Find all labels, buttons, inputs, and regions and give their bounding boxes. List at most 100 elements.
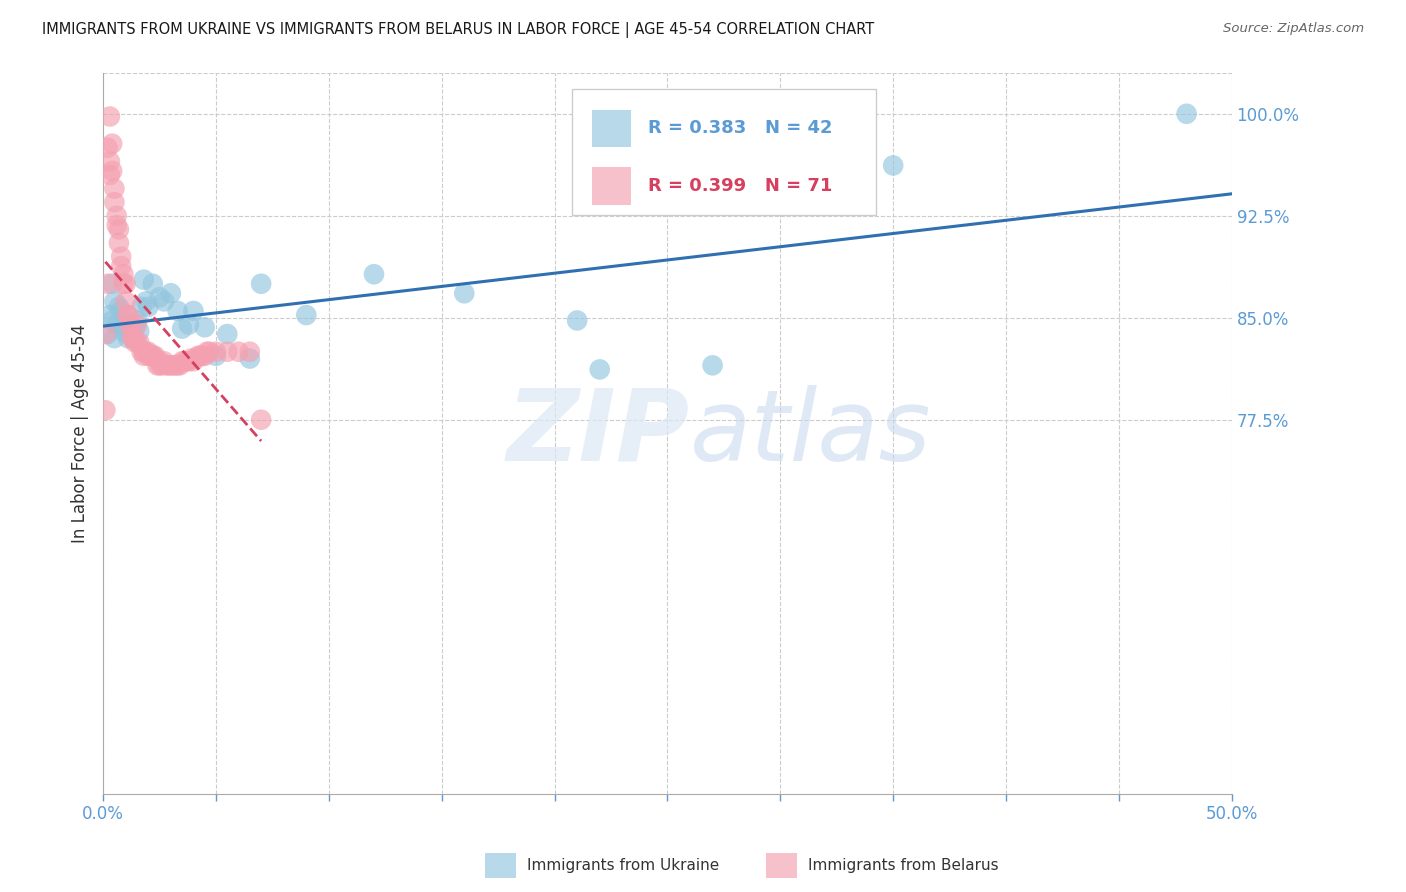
Point (101, 136, 124, 151)
Point (195, 344, 218, 359)
Point (132, 349, 155, 363)
Text: Source: ZipAtlas.com: Source: ZipAtlas.com (1223, 22, 1364, 36)
Point (136, 344, 159, 359)
Point (117, 308, 139, 322)
Point (103, 294, 125, 309)
Text: Immigrants from Belarus: Immigrants from Belarus (808, 858, 1000, 872)
Point (97, 327, 120, 342)
Point (108, 222, 131, 236)
Point (98, 110, 121, 124)
Point (1175, 107, 1198, 121)
Point (121, 331, 143, 345)
Point (103, 195, 125, 210)
Point (105, 219, 128, 233)
Point (128, 335, 150, 350)
Point (94, 327, 117, 342)
Point (110, 250, 132, 264)
Point (112, 277, 135, 291)
Point (177, 318, 200, 332)
Point (150, 359, 173, 373)
Point (453, 286, 475, 301)
Point (97, 277, 120, 291)
Point (160, 286, 183, 301)
Point (153, 294, 176, 309)
Point (194, 320, 217, 334)
Point (183, 304, 205, 318)
Point (173, 354, 195, 368)
Point (98, 168, 121, 182)
FancyBboxPatch shape (571, 89, 876, 215)
Point (114, 321, 136, 335)
Point (363, 267, 385, 281)
Point (239, 344, 262, 359)
Point (205, 349, 228, 363)
Point (131, 300, 153, 314)
Point (103, 181, 125, 195)
Point (98, 154, 121, 169)
Point (176, 354, 198, 368)
Point (98, 308, 121, 322)
Point (136, 300, 159, 314)
Point (239, 351, 262, 366)
Point (882, 158, 904, 172)
Point (172, 321, 194, 335)
Point (131, 344, 153, 359)
Point (184, 351, 207, 366)
Point (148, 290, 170, 304)
Point (112, 267, 135, 281)
Point (125, 318, 148, 332)
Point (142, 349, 165, 363)
Point (157, 359, 180, 373)
Point (183, 354, 205, 368)
Point (162, 359, 184, 373)
Point (132, 273, 155, 287)
Text: ZIP: ZIP (508, 384, 690, 482)
Point (125, 335, 148, 350)
Point (165, 359, 187, 373)
Point (105, 318, 128, 332)
Point (112, 324, 135, 338)
Point (702, 359, 724, 373)
Point (217, 327, 239, 342)
Point (110, 259, 132, 273)
Point (250, 413, 273, 427)
Point (250, 277, 273, 291)
Point (146, 359, 169, 373)
Point (110, 304, 132, 318)
Y-axis label: In Labor Force | Age 45-54: In Labor Force | Age 45-54 (72, 324, 89, 543)
Point (120, 318, 142, 332)
Point (187, 349, 209, 363)
Point (172, 354, 194, 368)
Point (120, 318, 142, 332)
Point (143, 349, 166, 363)
Point (166, 359, 188, 373)
FancyBboxPatch shape (592, 110, 631, 147)
Point (135, 294, 157, 309)
Point (121, 327, 143, 342)
Point (180, 351, 202, 366)
Point (108, 235, 131, 250)
Point (124, 321, 146, 335)
Point (139, 349, 162, 363)
Text: Immigrants from Ukraine: Immigrants from Ukraine (527, 858, 720, 872)
Point (142, 277, 165, 291)
Point (589, 362, 612, 376)
Point (148, 359, 170, 373)
Point (117, 331, 139, 345)
Point (101, 277, 124, 291)
Point (128, 324, 150, 338)
Point (94, 403, 117, 417)
Point (121, 331, 143, 345)
Point (108, 300, 131, 314)
Point (105, 209, 128, 223)
Point (132, 344, 155, 359)
Point (124, 335, 146, 350)
Point (191, 349, 214, 363)
Point (117, 308, 139, 322)
Point (125, 313, 148, 327)
Point (228, 344, 250, 359)
Point (155, 359, 177, 373)
Point (205, 344, 228, 359)
Point (198, 344, 221, 359)
Point (136, 349, 159, 363)
